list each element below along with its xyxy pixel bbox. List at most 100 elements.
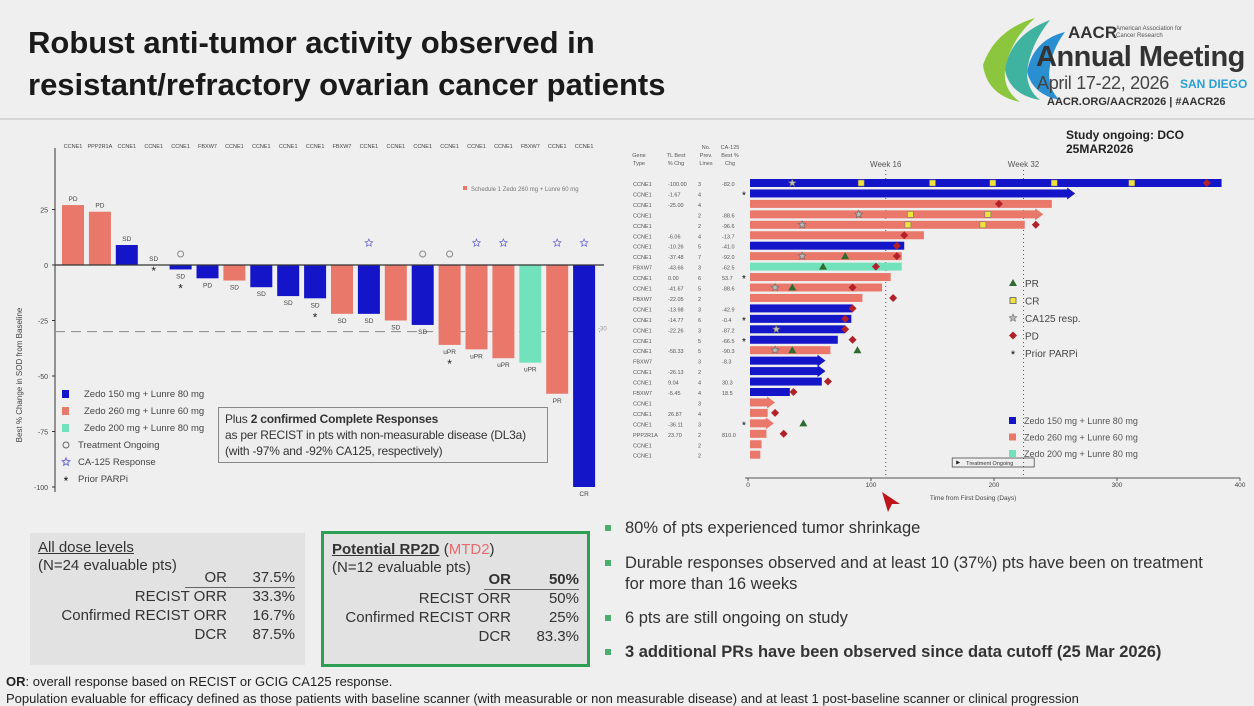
gene-cell: CCNE1 [633,454,652,460]
gene-label: CCNE1 [117,144,136,150]
bullet-2: Durable responses observed and at least … [605,553,1225,595]
note-line-2: as per RECIST in pts with non-measurable… [225,428,526,442]
stat-value: 83.3% [536,628,579,645]
reference-label: Week 16 [870,160,902,169]
gene-cell: CCNE1 [633,245,652,251]
gene-cell: CCNE1 [633,224,652,230]
pd-marker-icon [994,199,1003,208]
bullet-text: Durable responses observed and at least … [625,554,1203,593]
ca125-cell: -82.0 [722,182,735,188]
gene-cell: CCNE1 [633,203,652,209]
stat-value: 50% [548,571,579,588]
pr-marker-icon [788,283,797,291]
stat-divider [484,589,579,590]
lines-cell: 4 [698,381,701,387]
stat-value: 33.3% [252,588,295,605]
header-divider [0,118,1254,120]
column-header: Best % [721,153,739,159]
waterfall-bar [196,265,219,279]
logo-dates: April 17-22, 2026 [1037,73,1169,93]
gene-cell: CCNE1 [633,276,652,282]
stat-label: OR [204,569,228,586]
pd-marker-icon [823,377,832,386]
column-header: Lines [699,161,712,167]
rp2d-mtd: MTD2 [448,541,490,558]
ca125-marker-icon [797,251,807,261]
legend-swatch [62,390,69,398]
swimmer-bar [750,377,822,386]
ca125-marker-icon [770,282,780,292]
note-line-3: (with -97% and -92% CA125, respectively) [225,444,443,458]
gene-label: CCNE1 [548,144,567,150]
ongoing-arrow-icon [817,365,826,378]
legend-top-label: Schedule 1 Zedo 260 mg + Lunre 60 mg [471,187,579,193]
stat-value: 25% [548,609,579,626]
response-label: CR [579,491,589,498]
lines-cell: 7 [698,255,701,261]
pd-marker-icon [841,314,850,323]
lines-cell: 2 [698,297,701,303]
logo-links: AACR.ORG/AACR2026 | #AACR26 [1047,96,1226,108]
tl-cell: 23.70 [668,433,682,439]
bullet-1: 80% of pts experienced tumor shrinkage [605,518,1245,539]
tl-cell: 0.00 [668,276,679,282]
rp2d-n: (N=12 evaluable pts) [332,559,471,576]
gene-cell: CCNE1 [633,192,652,198]
gene-label: CCNE1 [306,144,325,150]
prior-parpi-icon: * [742,420,746,431]
stat-label: OR [488,571,512,588]
swimmer-bar [750,252,902,261]
pd-marker-icon [900,231,909,240]
ca125-marker-icon [770,345,780,355]
column-header: % Chg [668,161,685,167]
legend-label: Treatment Ongoing [78,440,160,451]
legend-label: CA125 resp. [1025,314,1081,325]
column-header: Gene [632,153,645,159]
column-header: Chg [725,161,735,167]
cr-marker-icon [904,221,912,229]
lines-cell: 5 [698,287,701,293]
lines-cell: 3 [698,401,701,407]
lines-cell: 2 [698,213,701,219]
y-tick-label: 25 [40,208,48,215]
stat-divider [185,587,295,588]
gene-label: PPP2R1A [88,144,113,150]
swimmer-bar [750,304,853,313]
pr-marker-icon [853,346,862,354]
treatment-ongoing-icon [62,441,70,449]
ca125-response-icon [579,238,589,248]
response-label: uPR [443,349,456,356]
x-axis-label: Time from First Dosing (Days) [930,495,1016,502]
study-status: Study ongoing: DCO 25MAR2026 [1066,128,1184,156]
gene-cell: CCNE1 [633,339,652,345]
response-label: SD [176,273,185,280]
ca125-cell: -8.3 [722,360,731,366]
stat-value: 50% [548,590,579,607]
lines-cell: 2 [698,443,701,449]
gene-label: FBXW7 [333,144,352,150]
x-tick-label: 300 [1112,482,1123,489]
prior-parpi-icon: * [742,316,746,327]
gene-label: CCNE1 [225,144,244,150]
waterfall-bar [492,265,515,359]
pd-marker-icon [779,429,788,438]
y-axis-label: Best % Change in SOD from Baseline [15,307,24,442]
pointer-arrow-icon [882,492,900,512]
pr-marker-icon [788,346,797,354]
prior-parpi-icon: * [1011,349,1016,361]
logo-event: Annual Meeting [1036,41,1245,73]
legend-label: CA-125 Response [78,457,156,468]
pd-marker-icon [848,283,857,292]
cr-marker-icon [989,179,997,187]
gene-cell: FBXW7 [633,360,652,366]
swimmer-bar [750,179,1222,187]
pd-marker-icon [771,408,780,417]
legend-swatch [1009,433,1016,441]
cr-marker-icon [857,179,865,187]
lines-cell: 6 [698,318,701,324]
prior-parpi-icon: * [742,274,746,285]
lines-cell: 5 [698,339,701,345]
ca125-marker-icon [1008,313,1018,322]
reference-label: Week 32 [1008,160,1040,169]
bullet-text: 6 pts are still ongoing on study [625,609,848,627]
